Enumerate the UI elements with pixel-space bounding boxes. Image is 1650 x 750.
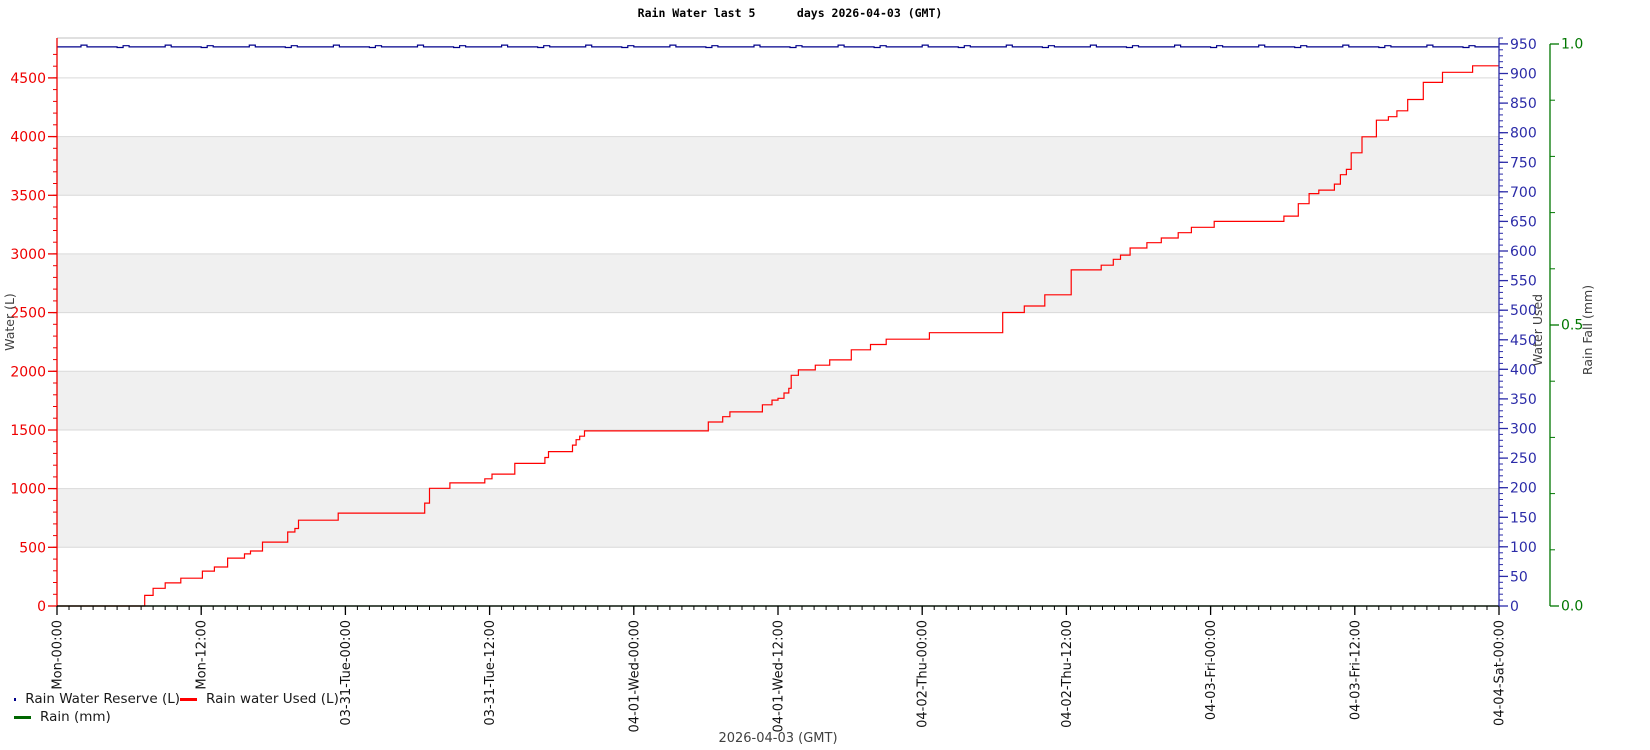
x-tick-label: 04-02-Thu-00:00 (916, 620, 931, 728)
plot-shaded-bands (57, 136, 1499, 548)
rain-water-used-l--line (57, 65, 1499, 607)
legend-item-rain: Rain (mm) (14, 709, 111, 725)
svg-text:1500: 1500 (10, 423, 46, 439)
svg-text:450: 450 (1510, 333, 1537, 349)
svg-text:300: 300 (1510, 422, 1537, 438)
reserve-line-swatch (14, 697, 17, 701)
x-tick-label: 04-04-Sat-00:00 (1493, 620, 1508, 726)
svg-text:4500: 4500 (10, 71, 46, 87)
svg-text:0: 0 (37, 599, 46, 615)
chart-footer-date: 2026-04-03 (GMT) (718, 731, 838, 746)
left-axis-water-l: 0 500 1000 1500 2000 2500 3000 3500 4000 4500 (10, 38, 58, 615)
legend-label-used: Rain water Used (L) (206, 691, 339, 707)
svg-text:100: 100 (1510, 540, 1537, 556)
svg-text:400: 400 (1510, 362, 1537, 378)
svg-text:550: 550 (1510, 274, 1537, 290)
svg-text:650: 650 (1510, 214, 1537, 230)
svg-text:2500: 2500 (10, 306, 46, 322)
x-tick-label: 04-01-Wed-00:00 (627, 620, 642, 732)
x-tick-label: Mon-12:00 (195, 620, 210, 690)
x-tick-label: 04-01-Wed-12:00 (772, 620, 787, 732)
svg-text:800: 800 (1510, 126, 1537, 142)
svg-text:2000: 2000 (10, 364, 46, 380)
svg-text:600: 600 (1510, 244, 1537, 260)
x-tick-label: 04-02-Thu-12:00 (1060, 620, 1075, 728)
svg-text:50: 50 (1510, 569, 1528, 585)
legend-item-used: Rain water Used (L) (180, 691, 339, 707)
svg-text:0: 0 (1510, 599, 1519, 615)
x-tick-label: 04-03-Fri-12:00 (1348, 620, 1363, 720)
svg-text:3000: 3000 (10, 247, 46, 263)
rain-axis-title: Rain Fall (mm) (1580, 285, 1595, 375)
svg-text:4000: 4000 (10, 130, 46, 146)
x-tick-label: Mon-00:00 (51, 620, 66, 690)
svg-text:900: 900 (1510, 67, 1537, 83)
svg-text:0.0: 0.0 (1561, 599, 1583, 615)
svg-text:150: 150 (1510, 510, 1537, 526)
gridlines (57, 37, 1499, 548)
legend-item-reserve: Rain Water Reserve (L) (14, 691, 180, 707)
x-tick-label: 04-03-Fri-00:00 (1204, 620, 1219, 720)
svg-text:1000: 1000 (10, 482, 46, 498)
rain-axis: 0.0 0.5 1.0 (1549, 37, 1583, 615)
svg-text:950: 950 (1510, 37, 1537, 53)
left-axis-title: Water (L) (2, 293, 17, 351)
svg-text:850: 850 (1510, 96, 1537, 112)
x-tick-label: 03-31-Tue-00:00 (339, 620, 354, 726)
chart-legend: Rain Water Reserve (L) Rain water Used (… (14, 690, 339, 726)
svg-text:1.0: 1.0 (1561, 37, 1583, 53)
right-axis-water-used: 0 50 100 150 200 250 300 350 400 450 500 550 600 650 7… (1498, 37, 1537, 615)
chart-title: Rain Water last 5 days 2026-04-03 (GMT) (637, 6, 943, 20)
svg-text:250: 250 (1510, 451, 1537, 467)
legend-row-1: Rain Water Reserve (L) Rain water Used (… (14, 690, 339, 708)
svg-text:750: 750 (1510, 155, 1537, 171)
svg-text:700: 700 (1510, 185, 1537, 201)
legend-label-reserve: Rain Water Reserve (L) (25, 691, 180, 707)
x-tick-label: 03-31-Tue-12:00 (483, 620, 498, 726)
used-line-swatch (180, 697, 197, 701)
axis-titles: Water (L) Water Used Rain Fall (mm) (2, 285, 1595, 375)
svg-text:500: 500 (19, 540, 46, 556)
legend-row-2: Rain (mm) (14, 708, 339, 726)
rain-water-reserve-l--line (57, 44, 1499, 49)
rain-line-swatch (14, 715, 31, 719)
right-axis-title: Water Used (1530, 294, 1545, 366)
svg-text:500: 500 (1510, 303, 1537, 319)
x-axis-time (56, 605, 1500, 615)
svg-text:200: 200 (1510, 481, 1537, 497)
x-tick-labels: Mon-00:00 Mon-12:00 03-31-Tue-00:00 03-31-T… (51, 620, 1508, 732)
svg-text:3500: 3500 (10, 188, 46, 204)
svg-text:350: 350 (1510, 392, 1537, 408)
legend-label-rain: Rain (mm) (40, 709, 111, 725)
svg-text:0.5: 0.5 (1561, 318, 1583, 334)
